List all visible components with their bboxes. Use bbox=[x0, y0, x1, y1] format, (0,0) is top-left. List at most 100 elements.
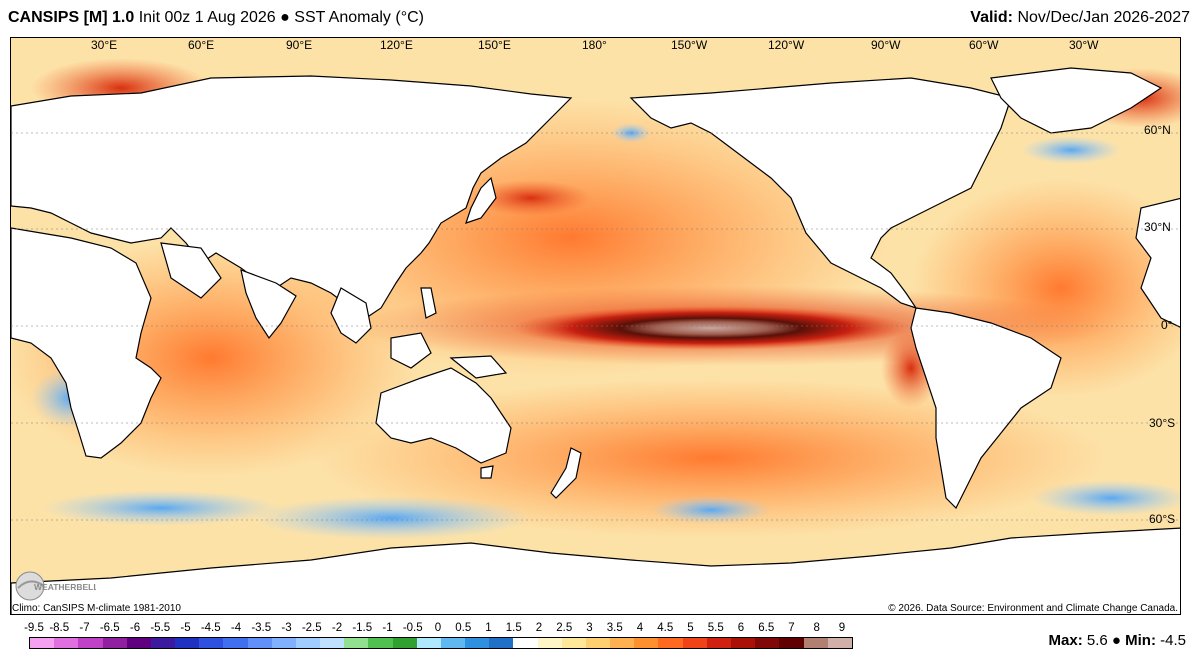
colorbar-label: 2.5 bbox=[556, 622, 573, 634]
colorbar-swatch bbox=[658, 638, 683, 648]
colorbar-label: -2 bbox=[331, 622, 343, 634]
india bbox=[240, 269, 297, 340]
sst-anomaly-map: 30°E 60°E 90°E 120°E 150°E 180° 150°W 12… bbox=[10, 37, 1181, 615]
map-canvas bbox=[11, 38, 1180, 614]
philippines bbox=[420, 287, 437, 319]
logo-text: WEATHERBELL bbox=[34, 582, 96, 592]
lat-label: 60°S bbox=[1149, 512, 1176, 526]
colorbar-label: -8.5 bbox=[49, 622, 70, 634]
colorbar-label: 7 bbox=[788, 622, 795, 634]
lon-label: 150°W bbox=[671, 38, 708, 52]
colorbar-label: 6.5 bbox=[758, 622, 775, 634]
colorbar-label: -3 bbox=[281, 622, 292, 634]
colorbar-swatch bbox=[489, 638, 514, 648]
greenland bbox=[990, 67, 1163, 134]
colorbar-swatch bbox=[730, 638, 756, 648]
colorbar-swatch bbox=[465, 638, 490, 648]
colorbar-swatch bbox=[779, 638, 804, 648]
colorbar-label: 2 bbox=[535, 622, 543, 634]
lon-label: 120°E bbox=[380, 38, 413, 52]
colorbar-swatch bbox=[585, 638, 611, 648]
climo-note: Climo: CanSIPS M-climate 1981-2010 bbox=[12, 603, 181, 614]
colorbar-swatch bbox=[803, 638, 828, 648]
colorbar-swatch bbox=[102, 638, 127, 648]
stats-separator: ● bbox=[1111, 632, 1121, 649]
colorbar-swatch bbox=[199, 638, 224, 648]
southern-ocean-cool-4 bbox=[1031, 480, 1180, 516]
colorbar-swatch bbox=[392, 638, 417, 648]
colorbar-label: 0.5 bbox=[455, 622, 472, 634]
colorbar-label: 1.5 bbox=[505, 622, 522, 634]
europe-west bbox=[1135, 197, 1180, 328]
north-atlantic-cool bbox=[1021, 136, 1121, 164]
max-label: Max: bbox=[1048, 632, 1083, 649]
header-bullet: ● bbox=[280, 9, 290, 26]
southern-ocean-cool-2 bbox=[41, 490, 281, 526]
graticule bbox=[11, 132, 1180, 521]
colorbar-label: -4 bbox=[230, 622, 242, 634]
lon-label: 60°W bbox=[969, 38, 999, 52]
colorbar-swatch bbox=[416, 638, 441, 648]
colorbar-label: 4.5 bbox=[657, 622, 674, 634]
colorbar-label: 9 bbox=[838, 622, 846, 634]
eurasia bbox=[11, 75, 573, 319]
colorbar-labels: -9.5 -8.5 -7 -6.5 -6 -5.5 -5 -4.5 -4 -3.5 -3 -2.5 -2… bbox=[18, 622, 858, 636]
tasmania bbox=[480, 465, 494, 479]
colorbar-label: 3 bbox=[586, 622, 593, 634]
colorbar-swatch bbox=[537, 638, 562, 648]
colorbar-label: -6 bbox=[129, 622, 141, 634]
southern-ocean-cool-3 bbox=[651, 496, 771, 524]
lon-label: 90°E bbox=[286, 38, 313, 52]
valid-label: Valid: bbox=[970, 9, 1013, 26]
colorbar-swatch bbox=[320, 638, 345, 648]
colorbar-label: -1 bbox=[382, 622, 393, 634]
colorbar-label: 3.5 bbox=[606, 622, 623, 634]
lat-label: 60°N bbox=[1144, 123, 1171, 137]
colorbar-swatch bbox=[755, 638, 780, 648]
colorbar-swatch bbox=[295, 638, 321, 648]
colorbar-swatch bbox=[223, 638, 248, 648]
colorbar-label: 0 bbox=[434, 622, 442, 634]
south-pacific-warm bbox=[311, 378, 1111, 538]
data-credit: © 2026. Data Source: Environment and Cli… bbox=[888, 603, 1178, 614]
colorbar-swatch bbox=[368, 638, 393, 648]
japan bbox=[465, 176, 497, 224]
max-value: 5.6 bbox=[1086, 632, 1108, 649]
colorbar-label: 5.5 bbox=[707, 622, 724, 634]
lat-label: 30°S bbox=[1149, 416, 1176, 430]
colorbar-label: 5 bbox=[687, 622, 694, 634]
min-value: -4.5 bbox=[1160, 632, 1186, 649]
colorbar-label: -9.5 bbox=[24, 622, 44, 634]
southern-ocean-cool-1 bbox=[251, 496, 531, 540]
colorbar-label: -0.5 bbox=[402, 622, 423, 634]
model-name: CANSIPS [M] 1.0 bbox=[8, 9, 135, 26]
colorbar-label: 4 bbox=[636, 622, 644, 634]
valid-value: Nov/Dec/Jan 2026-2027 bbox=[1017, 9, 1190, 26]
colorbar-swatch bbox=[344, 638, 369, 648]
colorbar-swatch bbox=[561, 638, 586, 648]
new-guinea bbox=[449, 355, 508, 379]
colorbar-swatch bbox=[634, 638, 659, 648]
land-masses bbox=[11, 67, 1180, 614]
colorbar-swatch bbox=[126, 638, 151, 648]
init-time: Init 00z 1 Aug 2026 bbox=[138, 9, 276, 26]
borneo bbox=[390, 332, 432, 369]
lon-label: 30°W bbox=[1069, 38, 1099, 52]
north-america bbox=[629, 77, 1012, 310]
min-label: Min: bbox=[1125, 632, 1156, 649]
colorbar-label: 6 bbox=[737, 622, 745, 634]
colorbar-label: -4.5 bbox=[200, 622, 221, 634]
colorbar-label: -5 bbox=[180, 622, 191, 634]
colorbar-swatch bbox=[54, 638, 79, 648]
colorbar-label: -3.5 bbox=[251, 622, 272, 634]
arabia bbox=[160, 242, 222, 299]
colorbar-label: -2.5 bbox=[301, 622, 322, 634]
max-min-readout: Max: 5.6 ● Min: -4.5 bbox=[1049, 632, 1186, 649]
weatherbell-logo: WEATHERBELL bbox=[14, 568, 99, 604]
lon-label: 60°E bbox=[188, 38, 215, 52]
colorbar-swatch bbox=[682, 638, 707, 648]
colorbar bbox=[29, 637, 853, 649]
kuroshio-warm bbox=[471, 180, 591, 216]
colorbar-swatch bbox=[30, 638, 55, 648]
lat-label: 0° bbox=[1161, 318, 1173, 332]
